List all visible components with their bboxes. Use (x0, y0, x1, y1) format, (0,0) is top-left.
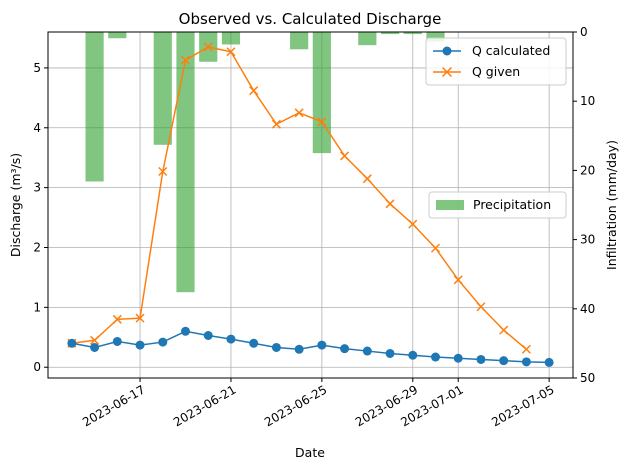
q-given-point (385, 199, 395, 209)
q-calculated-point (271, 342, 281, 352)
q-calculated-point (521, 357, 531, 367)
q-given-point (158, 166, 168, 177)
q-given-point (476, 302, 486, 312)
precipitation-bars (85, 32, 445, 293)
q-given-point (294, 108, 304, 118)
precip-bar (153, 32, 172, 145)
y-right-tick-label: 0 (580, 25, 588, 39)
y-right-tick-label: 10 (580, 94, 595, 108)
q-calculated-point (158, 337, 168, 347)
precip-bar (221, 32, 241, 45)
legend-label-calculated: Q calculated (472, 43, 550, 58)
q-calculated-point (226, 334, 236, 344)
y-right-tick-label: 20 (580, 163, 595, 177)
legend-precip-box (428, 191, 567, 219)
y-right-tick-label: 50 (580, 371, 595, 385)
q-calculated-point (453, 353, 463, 363)
precip-bar (176, 32, 195, 293)
precip-bar (85, 32, 104, 182)
y-right-axis-label: Infiltration (mm/day) (604, 140, 619, 270)
q-given-point (499, 325, 509, 335)
y-tick-label: 0 (33, 360, 41, 374)
q-given-point (340, 151, 350, 161)
q-calculated-point (340, 344, 350, 354)
y-tick-label: 4 (33, 121, 41, 135)
legend-label-given: Q given (472, 64, 520, 79)
q-calculated-point (362, 346, 372, 356)
plot-frame (47, 31, 574, 379)
y-tick-label: 3 (33, 181, 41, 195)
q-given-point (521, 344, 531, 354)
y-right-tick-label: 30 (580, 233, 595, 247)
precip-bar (380, 32, 400, 35)
q-given-point (317, 117, 327, 127)
q-calculated-point (90, 342, 100, 352)
q-given-point (362, 174, 372, 184)
q-given-point (408, 219, 418, 229)
q-given-point (203, 42, 213, 52)
y-tick-label: 5 (33, 61, 41, 75)
x-tick-label: 2023-07-05 (489, 382, 556, 429)
q-calculated-point (431, 352, 440, 362)
chart-title: Observed vs. Calculated Discharge (179, 10, 442, 28)
q-calculated-point (499, 356, 509, 366)
precip-bar (358, 32, 377, 46)
precip-bar (290, 32, 309, 50)
q-calculated-point (135, 340, 145, 350)
q-calculated-line (71, 330, 550, 364)
q-calculated-point (67, 338, 77, 348)
y-right-tick-label: 40 (580, 302, 595, 316)
q-calculated-point (476, 354, 486, 364)
q-given-point (135, 313, 145, 323)
series-lines (67, 42, 554, 367)
q-given-point (90, 335, 100, 345)
precip-bar (108, 32, 127, 39)
legend-lines-box (425, 37, 567, 86)
legend-label-precip: Precipitation (473, 197, 551, 212)
q-calculated-point (249, 338, 259, 348)
q-calculated-point (385, 348, 395, 358)
q-calculated-point (112, 336, 122, 346)
legend-marker-calculated (442, 46, 452, 56)
x-axis-label: Date (295, 445, 325, 460)
y-tick-label: 2 (33, 241, 41, 255)
q-given-point (112, 314, 122, 324)
legend-lines: Q calculated Q given (425, 37, 567, 86)
y-tick-label: 1 (33, 300, 41, 314)
legend-precip: Precipitation (428, 191, 567, 219)
q-calculated-point (544, 357, 554, 367)
q-calculated-point (294, 344, 304, 354)
q-calculated-point (203, 330, 213, 340)
precip-bar (403, 32, 422, 35)
x-tick-label: 2023-06-21 (171, 382, 238, 429)
legend-swatch-precip (436, 200, 464, 210)
q-given-point (180, 55, 191, 65)
x-tick-label: 2023-06-25 (262, 382, 329, 429)
precip-bar (312, 32, 331, 154)
x-tick-label: 2023-06-17 (80, 382, 147, 429)
q-given-point (271, 119, 281, 129)
y-right-axis-ticks: 0 10 20 30 40 50 (573, 25, 595, 385)
q-given-point (249, 86, 259, 96)
x-axis-ticks: 2023-06-17 2023-06-21 2023-06-25 2023-06-29… (80, 378, 557, 429)
q-calculated-point (317, 340, 327, 350)
precip-bar (426, 32, 445, 42)
q-calculated-point (408, 350, 418, 360)
q-given-point (430, 243, 441, 253)
y-axis-ticks: 0 1 2 3 4 5 (33, 61, 48, 374)
q-given-point (226, 47, 236, 57)
y-axis-label: Discharge (m³/s) (8, 153, 23, 257)
legend-marker-given (441, 66, 453, 78)
q-calculated-point (181, 326, 190, 336)
q-given-point (453, 275, 463, 285)
